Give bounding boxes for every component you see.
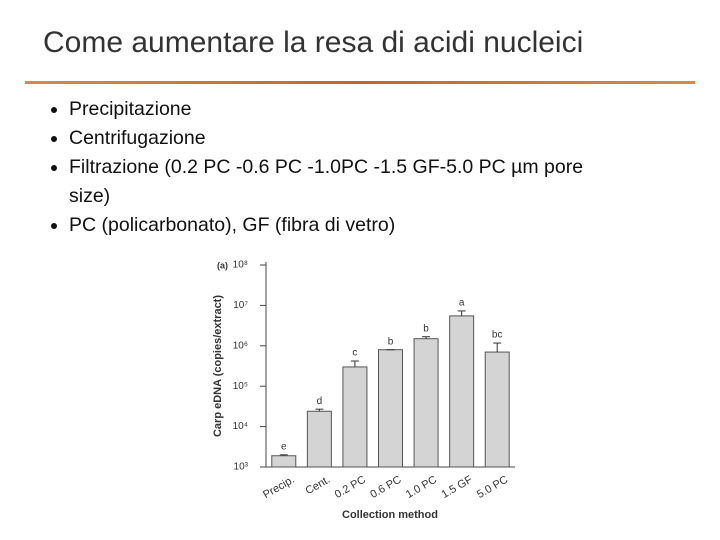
- significance-letter: bc: [492, 330, 503, 341]
- significance-letter: c: [352, 348, 357, 359]
- bar: [342, 366, 368, 468]
- significance-letter: b: [388, 336, 394, 347]
- significance-letter: d: [317, 396, 323, 407]
- bullet: Centrifugazione: [69, 124, 609, 153]
- y-tick-label: 10³: [234, 462, 249, 473]
- y-tick-label: 10⁵: [233, 381, 248, 392]
- y-tick-label: 10⁸: [233, 260, 248, 271]
- significance-letter: a: [459, 298, 465, 309]
- significance-letter: b: [423, 323, 429, 334]
- x-tick-label: 5.0 PC: [475, 474, 510, 501]
- y-tick-label: 10⁶: [233, 340, 248, 351]
- panel-label: (a): [217, 260, 228, 270]
- slide-title: Come aumentare la resa di acidi nucleici: [43, 26, 584, 59]
- x-tick-label: Precip.: [261, 474, 297, 502]
- x-tick-label: Cent.: [304, 474, 333, 498]
- bar: [271, 455, 297, 468]
- bullet: Precipitazione: [69, 95, 609, 124]
- y-axis-label: Carp eDNA (copies/extract): [212, 295, 224, 437]
- x-tick-label: 0.6 PC: [368, 474, 403, 501]
- x-tick-label: 1.5 GF: [439, 474, 474, 501]
- y-tick-label: 10⁴: [233, 421, 248, 432]
- bullet: PC (policarbonato), GF (fibra di vetro): [69, 211, 609, 240]
- significance-letter: e: [281, 441, 287, 452]
- bar: [449, 315, 475, 468]
- x-axis-label: Collection method: [342, 509, 438, 521]
- bullet-list: PrecipitazioneCentrifugazioneFiltrazione…: [32, 95, 609, 240]
- bar: [378, 349, 403, 468]
- bar: [484, 351, 510, 468]
- bar: [413, 338, 439, 468]
- y-tick-label: 10⁷: [233, 300, 248, 311]
- title-rule: [25, 81, 695, 84]
- bar: [306, 410, 332, 468]
- x-tick-label: 1.0 PC: [404, 474, 439, 501]
- x-tick-label: 0.2 PC: [333, 474, 368, 501]
- bullet: Filtrazione (0.2 PC -0.6 PC -1.0PC -1.5 …: [69, 153, 609, 211]
